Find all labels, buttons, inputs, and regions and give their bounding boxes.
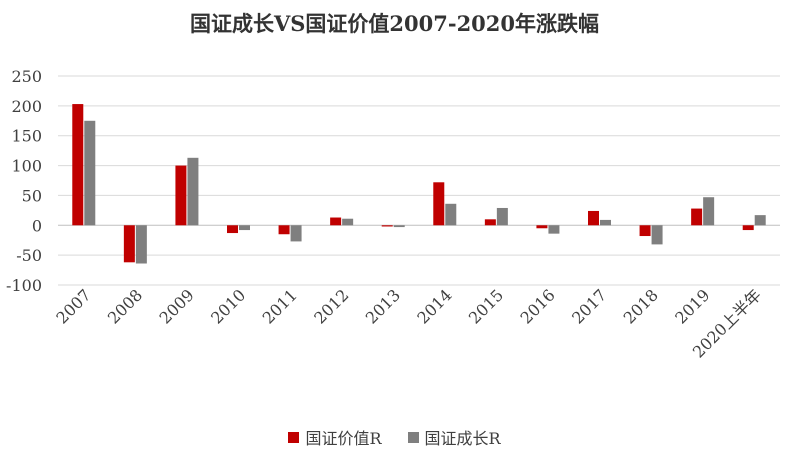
bar-value — [691, 208, 703, 226]
bar-value — [484, 219, 496, 226]
bar-value — [123, 225, 135, 263]
bar-growth — [754, 215, 766, 226]
bar-value — [227, 225, 238, 234]
y-tick-label: -100 — [6, 276, 42, 295]
bar-value — [381, 225, 393, 227]
x-tick-label: 2019 — [671, 285, 713, 327]
x-tick-label: 2007 — [52, 285, 94, 327]
bar-growth — [445, 203, 457, 226]
legend-label-growth: 国证成长R — [424, 429, 501, 448]
x-tick-label: 2010 — [207, 285, 249, 327]
bar-value — [639, 225, 651, 237]
chart-title: 国证成长VS国证价值2007-2020年涨跌幅 — [189, 11, 600, 36]
bar-growth — [342, 218, 354, 226]
y-tick-label: 0 — [32, 216, 42, 235]
x-tick-label: 2016 — [517, 285, 559, 327]
y-tick-label: 200 — [11, 97, 42, 116]
bar-growth — [703, 197, 715, 226]
bar-value — [433, 182, 445, 226]
bar-growth — [651, 225, 663, 245]
legend-label-value: 国证价值R — [305, 429, 382, 448]
x-tick-label: 2015 — [465, 285, 507, 327]
bar-growth — [548, 225, 560, 234]
x-tick-label: 2017 — [568, 285, 610, 327]
bar-value — [278, 225, 290, 235]
legend-item-growth: 国证成长R — [407, 425, 501, 449]
x-tick-label: 2008 — [104, 285, 146, 327]
bar-growth — [496, 207, 508, 226]
y-tick-label: 50 — [22, 186, 42, 205]
bar-growth — [393, 225, 405, 228]
y-tick-label: 100 — [11, 157, 42, 176]
bar-value — [742, 225, 754, 231]
legend-swatch-growth — [407, 431, 419, 443]
bar-growth — [600, 219, 611, 226]
bar-value — [536, 225, 548, 229]
legend-swatch-value — [288, 431, 300, 443]
x-tick-label: 2011 — [259, 285, 301, 327]
legend: 国证价值R 国证成长R — [0, 425, 789, 449]
x-tick-label: 2014 — [413, 285, 455, 327]
bar-growth — [135, 225, 147, 264]
y-tick-label: -50 — [16, 246, 42, 265]
y-tick-label: 150 — [11, 127, 42, 146]
bar-value — [72, 104, 84, 226]
bar-growth — [84, 120, 96, 226]
x-tick-label: 2012 — [310, 285, 352, 327]
x-tick-label: 2013 — [362, 285, 404, 327]
bar-value — [588, 210, 599, 226]
bar-value — [330, 217, 342, 226]
x-tick-label: 2009 — [156, 285, 198, 327]
x-tick-label: 2018 — [620, 285, 662, 327]
bar-growth — [239, 225, 250, 231]
bar-value — [175, 165, 187, 226]
bar-growth — [187, 157, 199, 226]
y-tick-label: 250 — [11, 67, 42, 86]
legend-item-value: 国证价值R — [288, 425, 382, 449]
bar-growth — [290, 225, 302, 242]
